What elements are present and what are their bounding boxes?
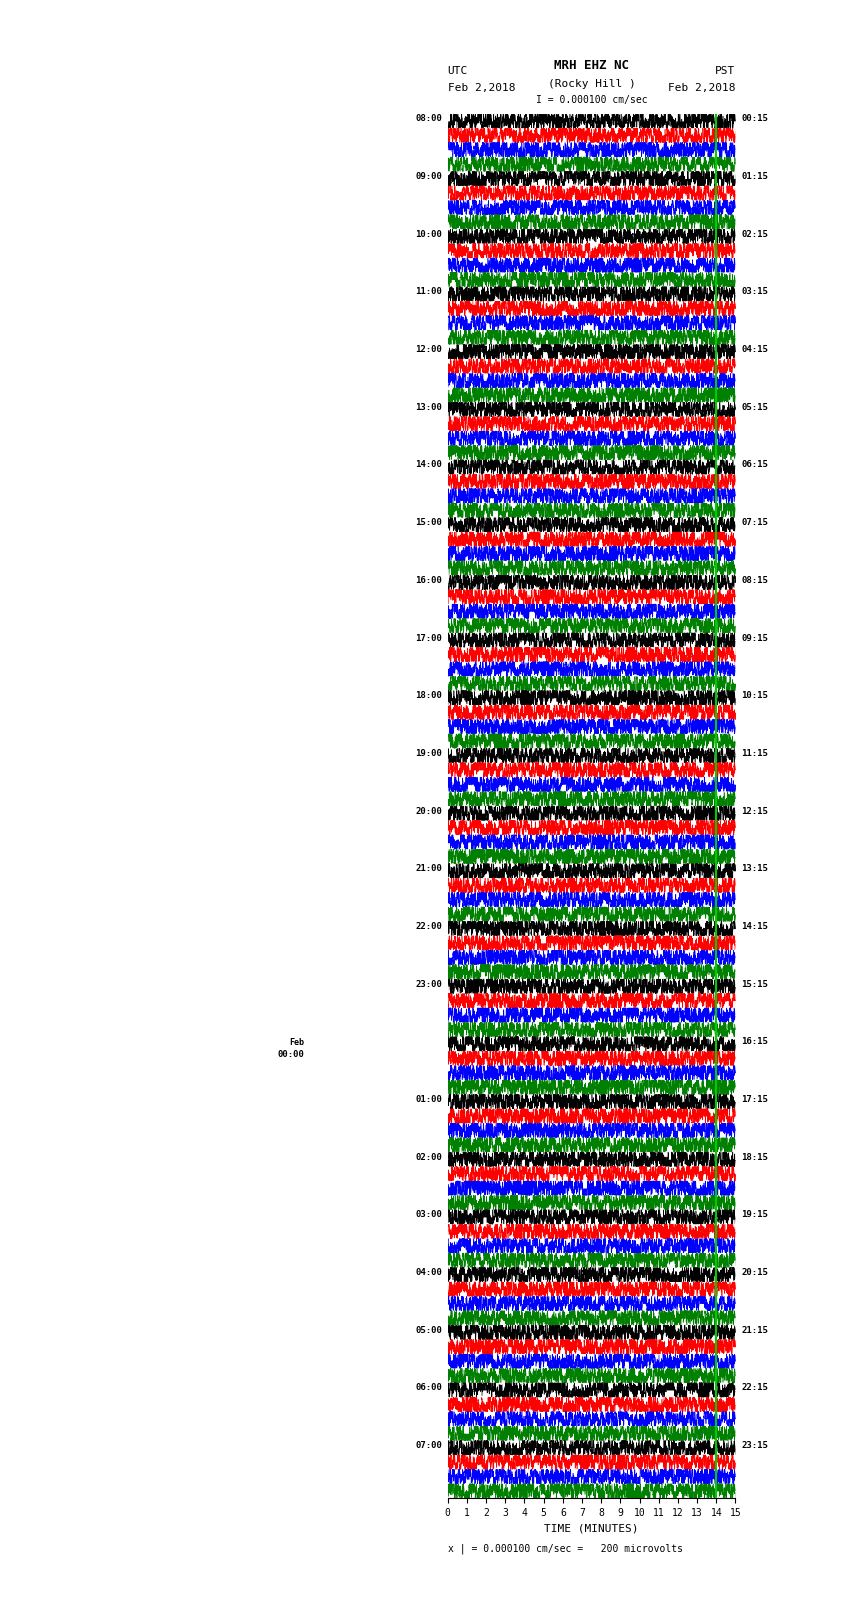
- Text: 22:00: 22:00: [415, 923, 442, 931]
- Text: 18:00: 18:00: [415, 692, 442, 700]
- Text: 02:15: 02:15: [741, 229, 768, 239]
- Text: 13:00: 13:00: [415, 403, 442, 411]
- Text: 12:15: 12:15: [741, 806, 768, 816]
- Text: 19:15: 19:15: [741, 1210, 768, 1219]
- Text: 08:15: 08:15: [741, 576, 768, 586]
- Text: 14:00: 14:00: [415, 460, 442, 469]
- Text: PST: PST: [715, 66, 735, 76]
- Text: 00:00: 00:00: [277, 1050, 304, 1058]
- Text: 23:00: 23:00: [415, 979, 442, 989]
- Text: 15:15: 15:15: [741, 979, 768, 989]
- Text: Feb: Feb: [289, 1039, 304, 1047]
- Text: 06:15: 06:15: [741, 460, 768, 469]
- Text: 01:15: 01:15: [741, 173, 768, 181]
- Text: 16:00: 16:00: [415, 576, 442, 586]
- Text: 17:15: 17:15: [741, 1095, 768, 1103]
- Text: 21:15: 21:15: [741, 1326, 768, 1336]
- Text: Feb 2,2018: Feb 2,2018: [668, 82, 735, 94]
- Text: 16:15: 16:15: [741, 1037, 768, 1047]
- Text: 19:00: 19:00: [415, 748, 442, 758]
- Text: 20:00: 20:00: [415, 806, 442, 816]
- Text: (Rocky Hill ): (Rocky Hill ): [547, 79, 636, 89]
- Text: UTC: UTC: [448, 66, 468, 76]
- Text: 12:00: 12:00: [415, 345, 442, 355]
- Text: MRH EHZ NC: MRH EHZ NC: [554, 60, 629, 73]
- Text: 00:15: 00:15: [741, 115, 768, 123]
- Text: 07:00: 07:00: [415, 1440, 442, 1450]
- Text: 09:15: 09:15: [741, 634, 768, 642]
- Text: 20:15: 20:15: [741, 1268, 768, 1277]
- Text: x | = 0.000100 cm/sec =   200 microvolts: x | = 0.000100 cm/sec = 200 microvolts: [448, 1544, 683, 1555]
- Text: 21:00: 21:00: [415, 865, 442, 873]
- Text: 15:00: 15:00: [415, 518, 442, 527]
- Text: 04:00: 04:00: [415, 1268, 442, 1277]
- Text: 22:15: 22:15: [741, 1384, 768, 1392]
- Text: 03:00: 03:00: [415, 1210, 442, 1219]
- Text: 14:15: 14:15: [741, 923, 768, 931]
- Text: 10:00: 10:00: [415, 229, 442, 239]
- Text: 01:00: 01:00: [415, 1095, 442, 1103]
- Text: 06:00: 06:00: [415, 1384, 442, 1392]
- Text: 23:15: 23:15: [741, 1440, 768, 1450]
- Text: 04:15: 04:15: [741, 345, 768, 355]
- Text: 17:00: 17:00: [415, 634, 442, 642]
- X-axis label: TIME (MINUTES): TIME (MINUTES): [544, 1523, 639, 1534]
- Text: 10:15: 10:15: [741, 692, 768, 700]
- Text: 13:15: 13:15: [741, 865, 768, 873]
- Text: I = 0.000100 cm/sec: I = 0.000100 cm/sec: [536, 95, 648, 105]
- Text: 09:00: 09:00: [415, 173, 442, 181]
- Text: 02:00: 02:00: [415, 1153, 442, 1161]
- Text: 07:15: 07:15: [741, 518, 768, 527]
- Text: 08:00: 08:00: [415, 115, 442, 123]
- Text: 05:15: 05:15: [741, 403, 768, 411]
- Text: 05:00: 05:00: [415, 1326, 442, 1336]
- Text: 18:15: 18:15: [741, 1153, 768, 1161]
- Text: 11:00: 11:00: [415, 287, 442, 297]
- Text: 11:15: 11:15: [741, 748, 768, 758]
- Text: 03:15: 03:15: [741, 287, 768, 297]
- Text: Feb 2,2018: Feb 2,2018: [448, 82, 515, 94]
